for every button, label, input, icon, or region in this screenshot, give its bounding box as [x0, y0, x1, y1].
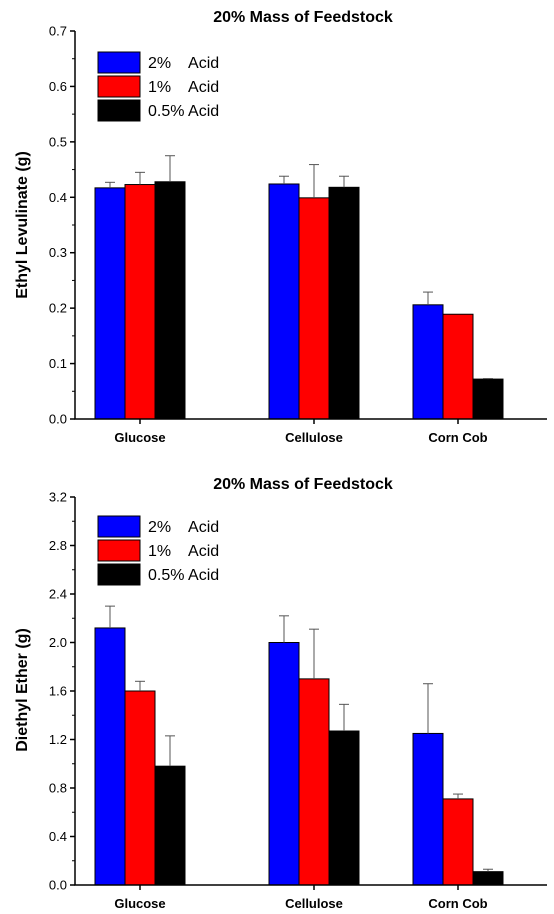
bar	[268, 642, 300, 886]
chart-2-axes	[74, 497, 547, 886]
chart-1-title: 20% Mass of Feedstock	[213, 9, 393, 26]
chart-1-legend: 2% Acid 1% Acid 0.5% Acid	[97, 51, 219, 122]
bar	[298, 678, 330, 886]
chart-1-error-bars	[105, 155, 493, 380]
bar	[472, 378, 504, 420]
y-tick-label: 2.4	[49, 587, 67, 602]
chart-2-category-labels: Glucose Cellulose Corn Cob	[114, 885, 488, 911]
bar	[412, 304, 444, 420]
x-tick-label: Corn Cob	[428, 896, 487, 911]
chart-2-y-ticks: 0.0 0.4 0.8 1.2 1.6 2.0 2.4 2.8 3.2	[49, 490, 75, 893]
legend-label: 2% Acid	[148, 55, 219, 72]
bar	[94, 187, 126, 420]
y-tick-label: 0.0	[49, 412, 67, 427]
bar	[412, 732, 444, 886]
bar	[94, 627, 126, 886]
legend-label: 2% Acid	[148, 519, 219, 536]
y-tick-label: 2.0	[49, 635, 67, 650]
legend-label: 1% Acid	[148, 79, 219, 96]
bar	[442, 313, 474, 420]
y-tick-label: 0.8	[49, 781, 67, 796]
chart-1-y-ticks: 0.0 0.1 0.2 0.3 0.4 0.5 0.6 0.7	[49, 24, 75, 427]
chart-1-y-axis-label: Ethyl Levulinate (g)	[14, 151, 31, 299]
y-tick-label: 0.2	[49, 301, 67, 316]
chart-2-bars	[94, 627, 504, 886]
y-tick-label: 3.2	[49, 490, 67, 505]
legend-swatch	[97, 75, 141, 98]
legend-label: 1% Acid	[148, 543, 219, 560]
chart-2-error-bars	[105, 605, 493, 872]
x-tick-label: Cellulose	[285, 430, 343, 445]
bar	[442, 798, 474, 886]
chart-1-axes	[74, 31, 547, 420]
y-tick-label: 0.4	[49, 190, 67, 205]
chart-2-legend: 2% Acid 1% Acid 0.5% Acid	[97, 515, 219, 586]
chart-1-category-labels: Glucose Cellulose Corn Cob	[114, 419, 488, 445]
bar	[154, 765, 186, 886]
y-tick-label: 0.6	[49, 79, 67, 94]
bar	[328, 186, 360, 420]
legend-swatch	[97, 99, 141, 122]
legend-swatch	[97, 539, 141, 562]
y-tick-label: 1.2	[49, 732, 67, 747]
bar	[154, 181, 186, 420]
y-tick-label: 1.6	[49, 684, 67, 699]
legend-label: 0.5% Acid	[148, 567, 219, 584]
chart-1-bars	[94, 181, 504, 420]
x-tick-label: Glucose	[114, 430, 165, 445]
chart-diethyl-ether: 20% Mass of Feedstock Diethyl Ether (g) …	[14, 476, 547, 911]
chart-2-title: 20% Mass of Feedstock	[213, 476, 393, 493]
y-tick-label: 0.3	[49, 245, 67, 260]
bar	[124, 184, 156, 420]
y-tick-label: 0.7	[49, 24, 67, 39]
legend-swatch	[97, 563, 141, 586]
x-tick-label: Glucose	[114, 896, 165, 911]
y-tick-label: 2.8	[49, 538, 67, 553]
y-tick-label: 0.4	[49, 829, 67, 844]
chart-ethyl-levulinate: 20% Mass of Feedstock Ethyl Levulinate (…	[14, 9, 547, 445]
bar	[124, 690, 156, 886]
bar	[298, 197, 330, 420]
legend-swatch	[97, 515, 141, 538]
y-tick-label: 0.1	[49, 356, 67, 371]
x-tick-label: Corn Cob	[428, 430, 487, 445]
y-tick-label: 0.5	[49, 134, 67, 149]
chart-2-y-axis-label: Diethyl Ether (g)	[14, 628, 31, 752]
y-tick-label: 0.0	[49, 878, 67, 893]
bar	[472, 871, 504, 886]
bar	[268, 183, 300, 420]
legend-swatch	[97, 51, 141, 74]
bar	[328, 730, 360, 886]
legend-label: 0.5% Acid	[148, 103, 219, 120]
x-tick-label: Cellulose	[285, 896, 343, 911]
